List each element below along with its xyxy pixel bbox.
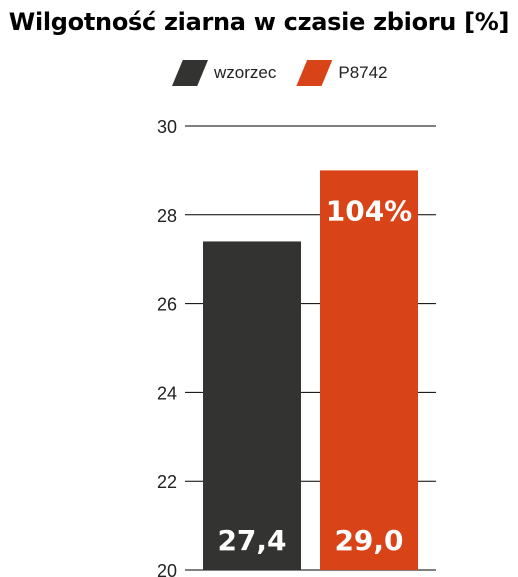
- y-tick-label-26: 26: [157, 295, 177, 315]
- y-tick-label-24: 24: [157, 383, 177, 403]
- legend-item-wzorzec: wzorzec: [172, 60, 276, 86]
- bar-value-label-p8742: 29,0: [334, 524, 403, 557]
- bar-value-label-wzorzec: 27,4: [217, 524, 286, 557]
- legend-label-wzorzec: wzorzec: [214, 63, 277, 82]
- y-tick-label-22: 22: [157, 472, 177, 492]
- bar-p8742: [320, 170, 418, 570]
- legend-item-p8742: P8742: [296, 60, 388, 86]
- y-tick-label-28: 28: [157, 206, 177, 226]
- y-tick-label-20: 20: [157, 561, 177, 577]
- bar-wzorzec: [203, 241, 301, 570]
- bar-annotation-p8742: 104%: [326, 194, 413, 227]
- legend: wzorzec P8742: [172, 58, 408, 88]
- y-tick-label-30: 30: [157, 117, 177, 137]
- legend-label-p8742: P8742: [338, 63, 388, 82]
- chart-title: Wilgotność ziarna w czasie zbioru [%]: [8, 8, 510, 36]
